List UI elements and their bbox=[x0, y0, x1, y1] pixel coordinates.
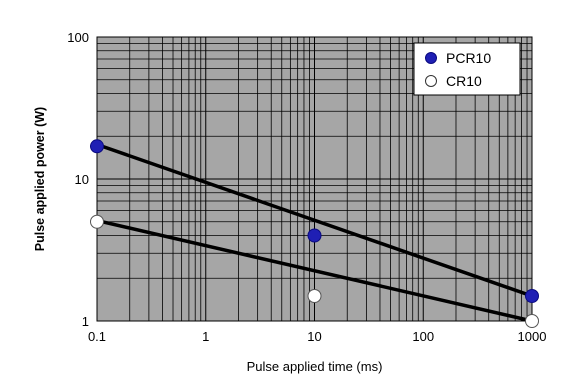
x-tick-label: 0.1 bbox=[88, 329, 106, 344]
legend: PCR10 CR10 bbox=[413, 42, 521, 96]
data-point-pcr10 bbox=[90, 139, 104, 154]
x-tick-label: 10 bbox=[307, 329, 321, 344]
legend-marker-pcr10 bbox=[425, 52, 437, 64]
x-axis-ticks: 0.1 1 10 100 1000 bbox=[88, 329, 547, 344]
x-axis-label: Pulse applied time (ms) bbox=[247, 359, 383, 374]
x-tick-label: 1000 bbox=[518, 329, 547, 344]
legend-label-pcr10: PCR10 bbox=[446, 50, 491, 66]
y-axis-ticks: 1 10 100 bbox=[67, 30, 89, 329]
data-point-cr10 bbox=[90, 214, 104, 229]
data-point-cr10 bbox=[307, 288, 322, 303]
trend-lines bbox=[95, 142, 534, 323]
data-points bbox=[90, 139, 539, 328]
trend-line-pcr10 bbox=[95, 142, 534, 298]
legend-marker-cr10 bbox=[425, 75, 437, 87]
legend-label-cr10: CR10 bbox=[446, 73, 482, 89]
y-axis-label: Pulse applied power (W) bbox=[33, 107, 47, 251]
data-point-cr10 bbox=[525, 314, 539, 328]
trend-line-cr10 bbox=[95, 218, 534, 323]
y-tick-label: 100 bbox=[67, 30, 89, 45]
data-point-pcr10 bbox=[307, 228, 322, 243]
y-tick-label: 10 bbox=[75, 172, 89, 187]
x-tick-label: 100 bbox=[412, 329, 434, 344]
grid-lines bbox=[96, 36, 533, 322]
data-point-pcr10 bbox=[525, 288, 539, 303]
x-tick-label: 1 bbox=[202, 329, 209, 344]
y-tick-label: 1 bbox=[82, 314, 89, 329]
